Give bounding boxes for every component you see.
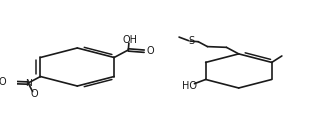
- Text: N: N: [25, 79, 32, 88]
- Text: HO: HO: [182, 81, 197, 91]
- Text: S: S: [189, 36, 195, 46]
- Text: OH: OH: [122, 35, 137, 45]
- Text: O: O: [147, 46, 154, 56]
- Text: O: O: [30, 90, 38, 99]
- Text: O: O: [0, 77, 7, 87]
